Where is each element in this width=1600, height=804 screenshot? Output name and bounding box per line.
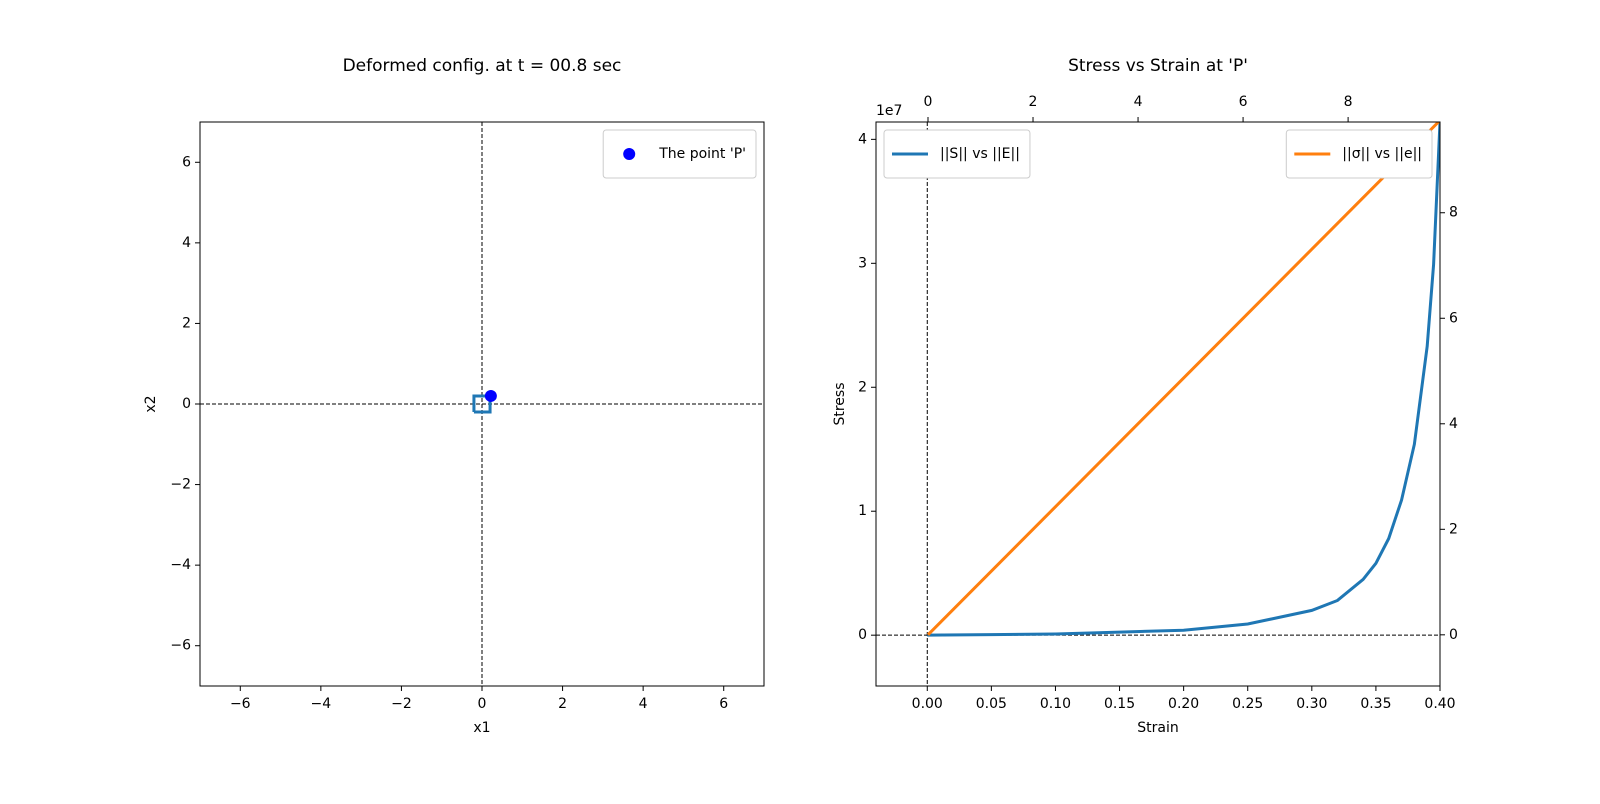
x-axis-label: Strain: [1137, 720, 1178, 736]
y-tick-label: 6: [182, 154, 191, 170]
legend-box: [1285, 129, 1433, 179]
y-tick-label: 0: [182, 396, 191, 412]
x2-tick-label: 4: [1134, 94, 1143, 110]
y-offset-label: 1e7: [876, 103, 902, 119]
y-axis-label: Stress: [832, 382, 848, 425]
y-tick-label: −2: [170, 477, 191, 493]
x-tick-label: −2: [391, 696, 412, 712]
x-tick-label: 0.20: [1168, 696, 1199, 712]
y2-tick-label: 8: [1449, 205, 1458, 221]
x-tick-label: 0.00: [912, 696, 943, 712]
series-line: [927, 122, 1440, 637]
legend-label: ||S|| vs ||E||: [940, 146, 1020, 162]
y-tick-label: 4: [858, 131, 867, 147]
legend-label: The point 'P': [658, 146, 746, 162]
legend: The point 'P': [602, 129, 757, 179]
series-line: [926, 122, 1440, 636]
y-axis-label: x2: [143, 395, 159, 412]
legend-label: ||σ|| vs ||e||: [1342, 146, 1422, 162]
y-tick-label: −6: [170, 638, 191, 654]
chart-title: Deformed config. at t = 00.8 sec: [343, 56, 622, 76]
legend-marker: [623, 148, 636, 160]
y-tick-label: 1: [858, 503, 867, 519]
x-tick-label: 0: [478, 696, 487, 712]
chart-title: Stress vs Strain at 'P': [1068, 56, 1248, 76]
x-tick-label: 0.30: [1296, 696, 1327, 712]
x-tick-label: 0.25: [1232, 696, 1263, 712]
y-tick-label: −4: [170, 557, 191, 573]
y2-tick-label: 0: [1449, 627, 1458, 643]
x-tick-label: 0.15: [1104, 696, 1135, 712]
axes-frame: [875, 121, 1441, 687]
x-tick-label: 6: [719, 696, 728, 712]
y2-tick-label: 6: [1449, 310, 1458, 326]
x2-tick-label: 6: [1239, 94, 1248, 110]
x-tick-label: 2: [558, 696, 567, 712]
point: [484, 389, 497, 402]
x2-tick-label: 8: [1344, 94, 1353, 110]
x-tick-label: −4: [311, 696, 332, 712]
axes-frame: [199, 121, 765, 687]
y-tick-label: 3: [858, 255, 867, 271]
y-tick-label: 4: [182, 235, 191, 251]
y-tick-label: 0: [858, 627, 867, 643]
x2-tick-label: 2: [1029, 94, 1038, 110]
y2-tick-label: 4: [1449, 416, 1458, 432]
x-tick-label: 0.10: [1040, 696, 1071, 712]
y2-tick-label: 2: [1449, 521, 1458, 537]
x-axis-label: x1: [473, 720, 490, 736]
legend-box: [883, 129, 1031, 179]
legend-box: [602, 129, 757, 179]
x-tick-label: −6: [230, 696, 251, 712]
legend: ||σ|| vs ||e||: [1285, 129, 1433, 179]
legend: ||S|| vs ||E||: [883, 129, 1031, 179]
y-tick-label: 2: [182, 315, 191, 331]
x-tick-label: 0.40: [1424, 696, 1455, 712]
x-tick-label: 0.35: [1360, 696, 1391, 712]
x2-tick-label: 0: [924, 94, 933, 110]
x-tick-label: 0.05: [976, 696, 1007, 712]
y-tick-label: 2: [858, 379, 867, 395]
x-tick-label: 4: [639, 696, 648, 712]
